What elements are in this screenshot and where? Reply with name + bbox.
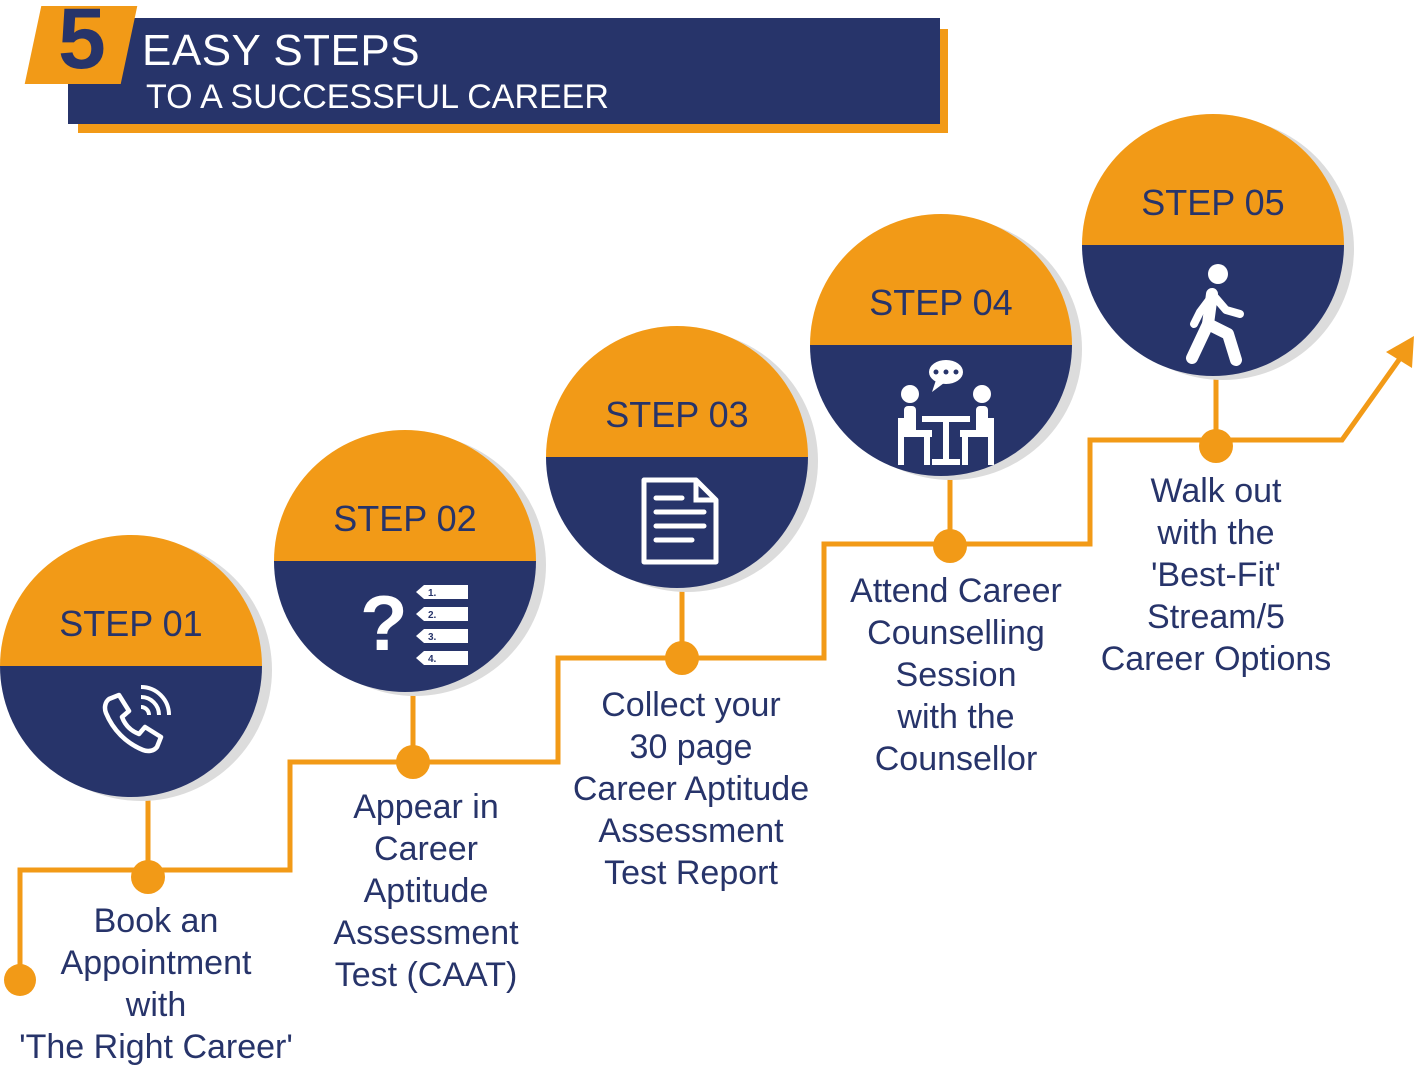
dot-step-05 xyxy=(1199,429,1233,463)
list-mark-3: 3. xyxy=(428,632,437,643)
dot-step-02 xyxy=(396,745,430,779)
svg-text:?: ? xyxy=(360,579,408,667)
step-circle xyxy=(0,535,262,797)
step-03: STEP 03 xyxy=(546,326,818,592)
step-04: STEP 04 xyxy=(810,214,1082,480)
phone-icon xyxy=(102,685,171,754)
start-dot xyxy=(4,964,36,996)
list-mark-4: 4. xyxy=(428,654,437,665)
counselling-icon xyxy=(898,360,994,465)
list-mark-2: 2. xyxy=(428,610,437,621)
step-04-description: Attend Career Counselling Session with t… xyxy=(850,572,1062,778)
title-banner xyxy=(68,18,940,124)
step-label: STEP 04 xyxy=(869,282,1013,323)
title-line-1: EASY STEPS xyxy=(142,26,421,75)
step-03-description: Collect your 30 page Career Aptitude Ass… xyxy=(572,686,810,892)
dot-step-04 xyxy=(933,529,967,563)
list-mark-1: 1. xyxy=(428,588,437,599)
step-circle xyxy=(274,430,536,692)
step-01-description: Book an Appointment with 'The Right Care… xyxy=(19,902,293,1066)
document-icon xyxy=(641,477,719,565)
step-circle xyxy=(546,326,808,588)
dot-step-01 xyxy=(131,860,165,894)
step-circle xyxy=(810,214,1072,476)
number-five: 5 xyxy=(58,0,106,87)
walking-person-icon xyxy=(1186,264,1244,366)
arrow-head-icon xyxy=(1386,336,1414,368)
step-02: STEP 02 ? 1. 2. 3. 4. xyxy=(274,430,546,696)
step-label: STEP 03 xyxy=(605,394,749,435)
step-label: STEP 01 xyxy=(59,603,203,644)
step-05-description: Walk out with the 'Best-Fit' Stream/5 Ca… xyxy=(1100,472,1332,678)
title-line-2: TO A SUCCESSFUL CAREER xyxy=(146,78,609,116)
step-05: STEP 05 xyxy=(1082,114,1354,380)
step-02-description: Appear in Career Aptitude Assessment Tes… xyxy=(333,788,519,994)
questionnaire-icon: ? 1. 2. 3. 4. xyxy=(360,579,468,667)
dot-step-03 xyxy=(665,641,699,675)
step-01: STEP 01 xyxy=(0,535,272,801)
step-label: STEP 05 xyxy=(1141,182,1285,223)
step-label: STEP 02 xyxy=(333,498,477,539)
